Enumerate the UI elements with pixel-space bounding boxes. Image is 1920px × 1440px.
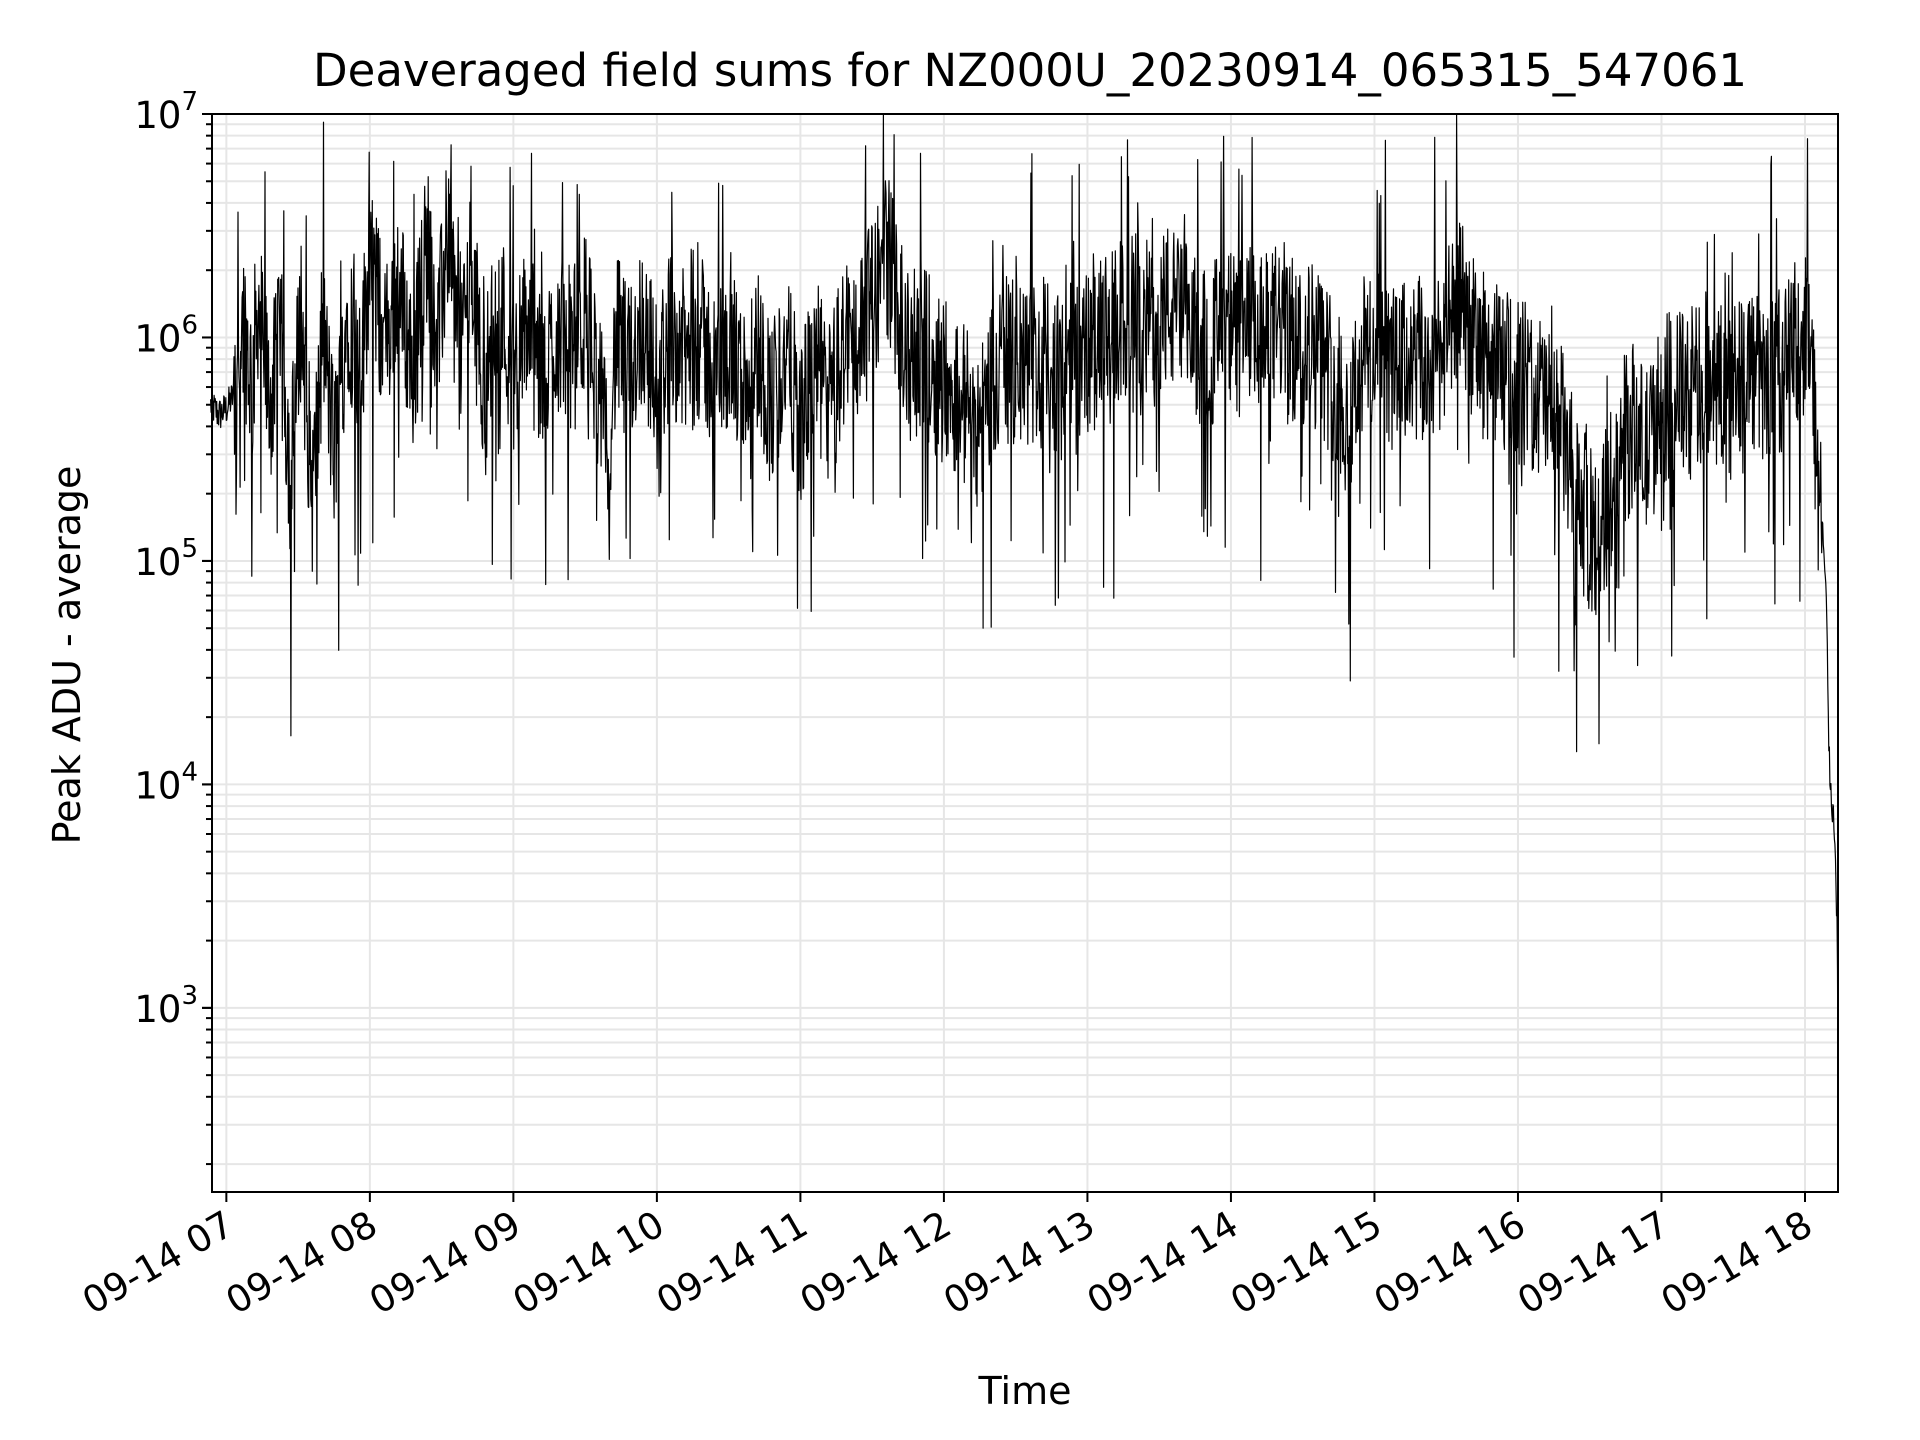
y-tick-label: 106 [134, 310, 198, 360]
y-tick-label: 105 [134, 534, 198, 584]
y-axis-label: Peak ADU - average [45, 466, 89, 845]
chart-title: Deaveraged field sums for NZ000U_2023091… [313, 44, 1747, 97]
data-series-line [210, 113, 1839, 1091]
y-tick-label: 103 [134, 981, 198, 1031]
y-tick-label: 104 [134, 757, 198, 807]
plot-frame [211, 113, 1839, 1193]
x-axis-label: Time [978, 1369, 1072, 1413]
grid [212, 113, 1838, 1192]
series-layer [210, 113, 1839, 1091]
y-tick-label: 107 [134, 87, 198, 137]
